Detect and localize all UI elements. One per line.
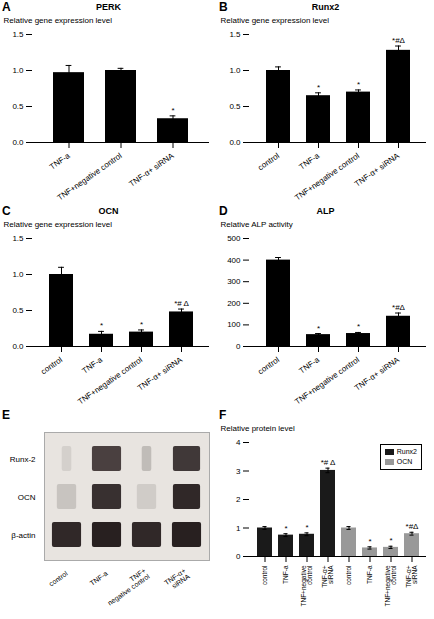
svg-text:Relative ALP activity: Relative ALP activity [221, 220, 293, 229]
svg-text:Relative gene expression level: Relative gene expression level [4, 16, 113, 25]
svg-text:*: * [357, 80, 360, 89]
svg-text:400: 400 [227, 256, 241, 265]
svg-text:TNF+negative control: TNF+negative control [76, 355, 144, 406]
svg-text:control: control [256, 151, 281, 172]
svg-text:300: 300 [227, 277, 241, 286]
svg-text:control: control [48, 569, 70, 587]
html-text:C: C [2, 204, 11, 218]
svg-text:TNF-α+ siRNA: TNF-α+ siRNA [136, 355, 185, 393]
svg-text:TNF-a: TNF-a [297, 355, 321, 376]
html-text:F: F [219, 408, 227, 422]
html-text:D: D [219, 204, 228, 218]
svg-text:*: * [284, 524, 287, 533]
svg-text:*: * [317, 324, 320, 333]
svg-text:3: 3 [236, 467, 241, 476]
svg-text:0.5: 0.5 [229, 102, 241, 111]
svg-text:TNF-α+ siRNA: TNF-α+ siRNA [163, 567, 191, 592]
svg-text:*: * [305, 523, 308, 532]
svg-text:TNF-α+ siRNA: TNF-α+ siRNA [353, 355, 402, 393]
svg-text:*#Δ: *#Δ [406, 522, 420, 531]
svg-text:TNF-α+ siRNA: TNF-α+ siRNA [128, 151, 177, 189]
svg-text:500: 500 [227, 234, 241, 243]
svg-text:β-actin: β-actin [11, 531, 35, 540]
svg-text:*#Δ: *#Δ [392, 303, 406, 312]
svg-text:*: * [100, 321, 103, 330]
svg-text:100: 100 [227, 320, 241, 329]
svg-text:1.5: 1.5 [12, 234, 24, 243]
svg-text:TNF-a: TNF-a [80, 355, 104, 376]
svg-text:TNF-α+siRNA: TNF-α+siRNA [321, 565, 335, 588]
html-text:OCN: OCN [396, 458, 413, 465]
svg-text:0.0: 0.0 [12, 342, 24, 351]
svg-text:TNF-a: TNF-a [282, 565, 289, 584]
svg-text:control: control [261, 565, 268, 585]
svg-text:TNF+negative control: TNF+negative control [293, 151, 361, 202]
html-text:PERK: PERK [96, 2, 121, 12]
svg-text:*: * [171, 106, 174, 115]
svg-text:0.0: 0.0 [229, 138, 241, 147]
html-text:B: B [219, 0, 228, 14]
svg-text:*: * [317, 83, 320, 92]
svg-text:1.5: 1.5 [12, 30, 24, 39]
svg-text:2: 2 [236, 495, 241, 504]
svg-text:*: * [389, 536, 392, 545]
html-text:A: A [2, 0, 11, 14]
svg-text:TNF-a: TNF-a [48, 151, 72, 172]
html-text:E: E [2, 408, 10, 422]
svg-text:OCN: OCN [18, 493, 36, 502]
svg-text:TNF+negative control: TNF+negative control [102, 567, 151, 608]
svg-text:Relative gene expression level: Relative gene expression level [4, 220, 113, 229]
svg-text:TNF+negativecontrol: TNF+negativecontrol [300, 565, 314, 607]
svg-text:control: control [256, 355, 281, 376]
svg-text:1.0: 1.0 [229, 66, 241, 75]
html-text:ALP: ALP [316, 206, 335, 216]
svg-text:*: * [357, 322, 360, 331]
svg-text:0.5: 0.5 [12, 102, 24, 111]
svg-text:1.0: 1.0 [12, 66, 24, 75]
svg-text:*: * [368, 537, 371, 546]
svg-text:TNF-a: TNF-a [297, 151, 321, 172]
svg-text:TNF+negative control: TNF+negative control [293, 355, 361, 406]
svg-text:200: 200 [227, 299, 241, 308]
svg-text:*: * [140, 320, 143, 329]
svg-text:0.0: 0.0 [12, 138, 24, 147]
svg-text:*# Δ: *# Δ [321, 458, 336, 467]
svg-text:1.0: 1.0 [12, 270, 24, 279]
svg-text:control: control [345, 565, 352, 585]
svg-text:TNF+negative control: TNF+negative control [56, 151, 124, 202]
html-text:Runx2: Runx2 [396, 448, 417, 455]
svg-text:TNF+negativecontrol: TNF+negativecontrol [384, 565, 398, 607]
svg-text:Runx-2: Runx-2 [10, 455, 36, 464]
svg-text:0: 0 [236, 552, 241, 561]
svg-text:*#Δ: *#Δ [392, 36, 406, 45]
svg-text:0.5: 0.5 [12, 306, 24, 315]
html-text:Runx2: Runx2 [311, 2, 340, 12]
svg-text:1: 1 [236, 524, 241, 533]
svg-text:1.5: 1.5 [229, 30, 241, 39]
svg-text:Relative gene expression level: Relative gene expression level [221, 16, 330, 25]
html-text:OCN: OCN [98, 206, 119, 216]
svg-text:4: 4 [236, 438, 241, 447]
svg-text:TNF-a: TNF-a [89, 570, 109, 587]
svg-text:Relative protein level: Relative protein level [221, 424, 295, 433]
svg-text:*# Δ: *# Δ [174, 299, 189, 308]
svg-text:TNF-α+ siRNA: TNF-α+ siRNA [353, 151, 402, 189]
svg-text:TNF-a: TNF-a [366, 565, 373, 584]
svg-text:0: 0 [236, 342, 241, 351]
svg-text:TNF-α+siRNA: TNF-α+siRNA [405, 565, 419, 588]
svg-text:control: control [39, 355, 64, 376]
